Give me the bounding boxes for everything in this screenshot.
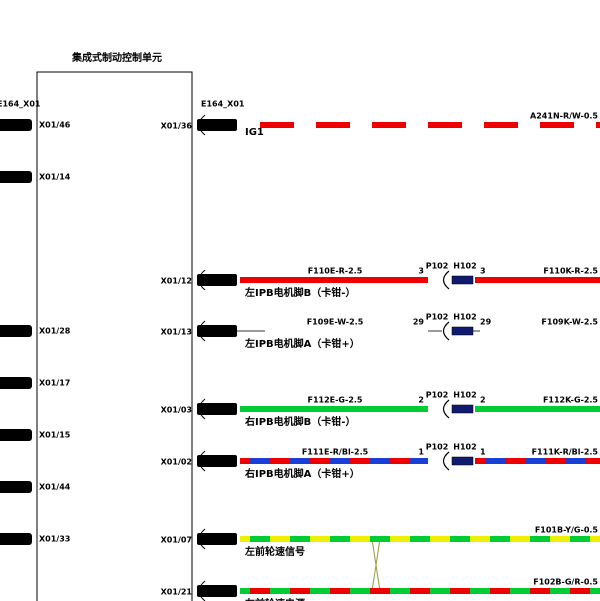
splice-pin: 1 xyxy=(418,448,424,457)
splice-terminal xyxy=(451,275,474,285)
splice-connector: P102 xyxy=(426,443,449,452)
splice-connector: H102 xyxy=(453,262,476,271)
pin-terminal xyxy=(0,481,32,493)
pin-label: X01/28 xyxy=(39,327,71,336)
splice-pin: 3 xyxy=(480,267,486,276)
splice-connector: P102 xyxy=(426,313,449,322)
module-box xyxy=(36,71,193,601)
wire-code: F112K-G-2.5 xyxy=(543,396,598,405)
pin-label: X01/15 xyxy=(39,431,71,440)
pin-terminal xyxy=(0,171,32,183)
wire-code: F109E-W-2.5 xyxy=(307,318,364,327)
circuit-label: 左IPB电机脚A（卡钳+） xyxy=(244,337,360,350)
splice-terminal xyxy=(451,456,474,466)
wire-code: F112E-G-2.5 xyxy=(307,396,362,405)
pin-terminal xyxy=(0,325,32,337)
pin-terminal xyxy=(0,377,32,389)
pin-terminal xyxy=(197,455,237,467)
circuit-label: 右IPB电机脚B（卡钳-） xyxy=(244,415,355,428)
pin-label: X01/44 xyxy=(39,483,71,492)
splice-pin: 29 xyxy=(413,318,425,327)
splice-pin: 29 xyxy=(480,318,492,327)
wire-code: F111K-R/Bl-2.5 xyxy=(532,448,599,457)
pin-terminal xyxy=(0,119,32,131)
pin-terminal xyxy=(0,429,32,441)
pin-label: X01/12 xyxy=(161,277,192,286)
wire-code: F102B-G/R-0.5 xyxy=(533,578,598,587)
circuit-label: IG1 xyxy=(245,127,264,138)
pin-label: X01/33 xyxy=(39,535,70,544)
pin-terminal xyxy=(197,274,237,286)
right-connector: E164_X01 xyxy=(201,100,245,109)
module-title: 集成式制动控制单元 xyxy=(71,51,162,64)
wire-code: F110K-R-2.5 xyxy=(543,267,598,276)
splice-connector: H102 xyxy=(453,313,476,322)
pin-label: X01/03 xyxy=(161,406,192,415)
wire-code: F101B-Y/G-0.5 xyxy=(535,526,599,535)
wire-code: F111E-R/Bl-2.5 xyxy=(302,448,369,457)
wire-code: A241N-R/W-0.5 xyxy=(530,112,598,121)
splice-terminal xyxy=(451,326,474,336)
pin-label: X01/46 xyxy=(39,121,71,130)
pin-label: X01/36 xyxy=(161,122,193,131)
pin-label: X01/07 xyxy=(161,536,192,545)
left-connector: E164_X01 xyxy=(0,100,41,109)
wire-code: F109K-W-2.5 xyxy=(541,318,598,327)
splice-pin: 1 xyxy=(480,448,486,457)
splice-pin: 2 xyxy=(418,396,424,405)
splice-pin: 2 xyxy=(480,396,486,405)
pin-label: X01/17 xyxy=(39,379,70,388)
twist xyxy=(371,538,381,592)
splice-connector: H102 xyxy=(453,391,476,400)
splice-bracket xyxy=(442,270,450,290)
splice-connector: H102 xyxy=(453,443,476,452)
pin-terminal xyxy=(197,533,237,545)
pin-terminal xyxy=(197,585,237,597)
wire-code: F110E-R-2.5 xyxy=(308,267,363,276)
pin-terminal xyxy=(197,403,237,415)
splice-connector: P102 xyxy=(426,391,449,400)
splice-connector: P102 xyxy=(426,262,449,271)
circuit-label: 左前轮速信号 xyxy=(244,545,305,558)
splice-bracket xyxy=(442,451,450,471)
circuit-label: 右IPB电机脚A（卡钳+） xyxy=(244,467,360,480)
pin-terminal xyxy=(197,119,237,131)
splice-bracket xyxy=(442,399,450,419)
pin-label: X01/13 xyxy=(161,328,192,337)
splice-terminal xyxy=(451,404,474,414)
pin-terminal xyxy=(197,325,237,337)
circuit-label: 左IPB电机脚B（卡钳-） xyxy=(244,286,355,299)
pin-terminal xyxy=(0,533,32,545)
splice-bracket xyxy=(442,321,450,341)
pin-label: X01/21 xyxy=(161,588,193,597)
circuit-label: 左前轮速电源 xyxy=(244,597,305,601)
pin-label: X01/14 xyxy=(39,173,71,182)
pin-label: X01/02 xyxy=(161,458,192,467)
splice-pin: 3 xyxy=(418,267,424,276)
